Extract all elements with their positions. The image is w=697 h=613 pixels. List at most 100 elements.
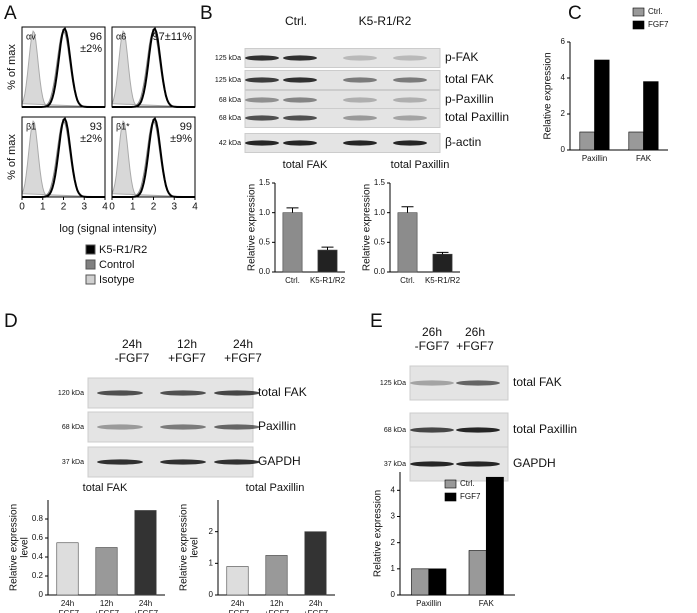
bar <box>579 131 595 151</box>
bar <box>226 566 249 596</box>
y-tick-label: 1.5 <box>259 178 271 187</box>
x-tick-label: K5-R1/R2 <box>310 276 346 285</box>
y-tick-label: 1 <box>209 558 214 567</box>
error-bar <box>401 206 414 213</box>
blot-band <box>245 77 279 83</box>
kda-label: 68 kDa <box>62 424 84 431</box>
kda-label: 125 kDa <box>215 55 241 62</box>
blot-label: p-FAK <box>445 50 478 64</box>
error-bar <box>321 246 334 251</box>
lane-label: 26h <box>422 325 442 339</box>
lane-label: -FGF7 <box>115 351 150 365</box>
x-tick-label: 12h <box>270 599 283 608</box>
bar <box>643 81 659 151</box>
blot-band <box>456 461 500 467</box>
blot-band <box>343 115 377 121</box>
x-tick-label: +FGF7 <box>264 609 290 613</box>
bar <box>594 59 610 151</box>
panel-letter: E <box>370 311 383 332</box>
x-tick-label: 24h <box>61 599 74 608</box>
legend-label: Ctrl. <box>648 7 663 16</box>
x-tick-label: 1 <box>130 202 136 213</box>
y-axis-label: Relative expression <box>543 52 554 139</box>
blot-label: GAPDH <box>513 456 556 470</box>
blot-band <box>97 424 143 430</box>
bar <box>265 555 288 596</box>
blot-band <box>283 77 317 83</box>
chart-title: total Paxillin <box>246 482 305 494</box>
y-tick-label: 1 <box>391 564 396 573</box>
blot-band <box>214 459 260 465</box>
x-tick-label: 1 <box>40 202 46 213</box>
blot-label: p-Paxillin <box>445 92 494 106</box>
blot-label: total Paxillin <box>445 110 509 124</box>
x-tick-label: Ctrl. <box>400 276 415 285</box>
plot-stat: 99 <box>180 121 192 133</box>
plot-stat: ±2% <box>80 133 102 145</box>
blot-band <box>393 77 427 83</box>
bar <box>628 131 644 151</box>
plot-stat: 93 <box>90 121 102 133</box>
chart-title: total FAK <box>283 159 328 171</box>
bar <box>56 542 79 596</box>
y-axis-label: % of max <box>6 134 18 180</box>
y-tick-label: 1.5 <box>374 178 386 187</box>
plot-label: αv <box>26 31 36 41</box>
x-tick-label: 0 <box>19 202 25 213</box>
lane-label: Ctrl. <box>285 14 307 28</box>
kda-label: 68 kDa <box>219 97 241 104</box>
kda-label: 37 kDa <box>384 461 406 468</box>
blot-band <box>214 424 260 430</box>
blot-band <box>97 390 143 396</box>
lane-label: 26h <box>465 325 485 339</box>
x-tick-label: Ctrl. <box>285 276 300 285</box>
y-tick-label: 0.5 <box>374 237 386 246</box>
legend-swatch <box>632 20 645 30</box>
blot-band <box>283 97 317 103</box>
blot-label: GAPDH <box>258 454 301 468</box>
y-tick-label: 0.6 <box>32 533 44 542</box>
x-tick-label: 24h <box>309 599 322 608</box>
y-tick-label: 0.0 <box>374 267 386 276</box>
y-tick-label: 3 <box>391 512 396 521</box>
blot-band <box>410 461 454 467</box>
y-tick-label: 6 <box>561 37 566 46</box>
x-tick-label: 2 <box>151 202 157 213</box>
y-tick-label: 0.8 <box>32 514 44 523</box>
blot-band <box>283 115 317 121</box>
lane-label: 24h <box>122 337 142 351</box>
bar <box>485 476 504 596</box>
blot-band <box>343 77 377 83</box>
legend-swatch <box>85 244 96 255</box>
blot-band <box>245 55 279 61</box>
x-tick-label: Paxillin <box>416 599 441 608</box>
bar <box>432 253 453 273</box>
plot-stat: ±2% <box>80 43 102 55</box>
x-tick-label: +FGF7 <box>94 609 120 613</box>
y-tick-label: 2 <box>209 527 214 536</box>
y-axis-label: Relative expression <box>9 504 20 591</box>
blot-label: Paxillin <box>258 419 296 433</box>
x-tick-label: 0 <box>109 202 115 213</box>
blot-band <box>393 115 427 121</box>
blot-band <box>456 380 500 386</box>
plot-stat: 97±11% <box>153 31 193 43</box>
blot-label: total FAK <box>445 72 494 86</box>
legend-swatch <box>444 492 457 502</box>
kda-label: 125 kDa <box>215 77 241 84</box>
blot-band <box>245 140 279 146</box>
x-tick-label: 24h <box>139 599 152 608</box>
blot-band <box>393 140 427 146</box>
bar <box>317 249 338 273</box>
x-tick-label: Paxillin <box>582 154 607 163</box>
lane-label: K5-R1/R2 <box>359 14 412 28</box>
legend-swatch <box>444 479 457 489</box>
kda-label: 120 kDa <box>58 390 84 397</box>
blot-band <box>283 55 317 61</box>
plot-stat: 96 <box>90 31 102 43</box>
plot-frame <box>111 26 196 108</box>
blot-band <box>245 97 279 103</box>
blot-band <box>160 459 206 465</box>
blot-label: β-actin <box>445 135 481 149</box>
